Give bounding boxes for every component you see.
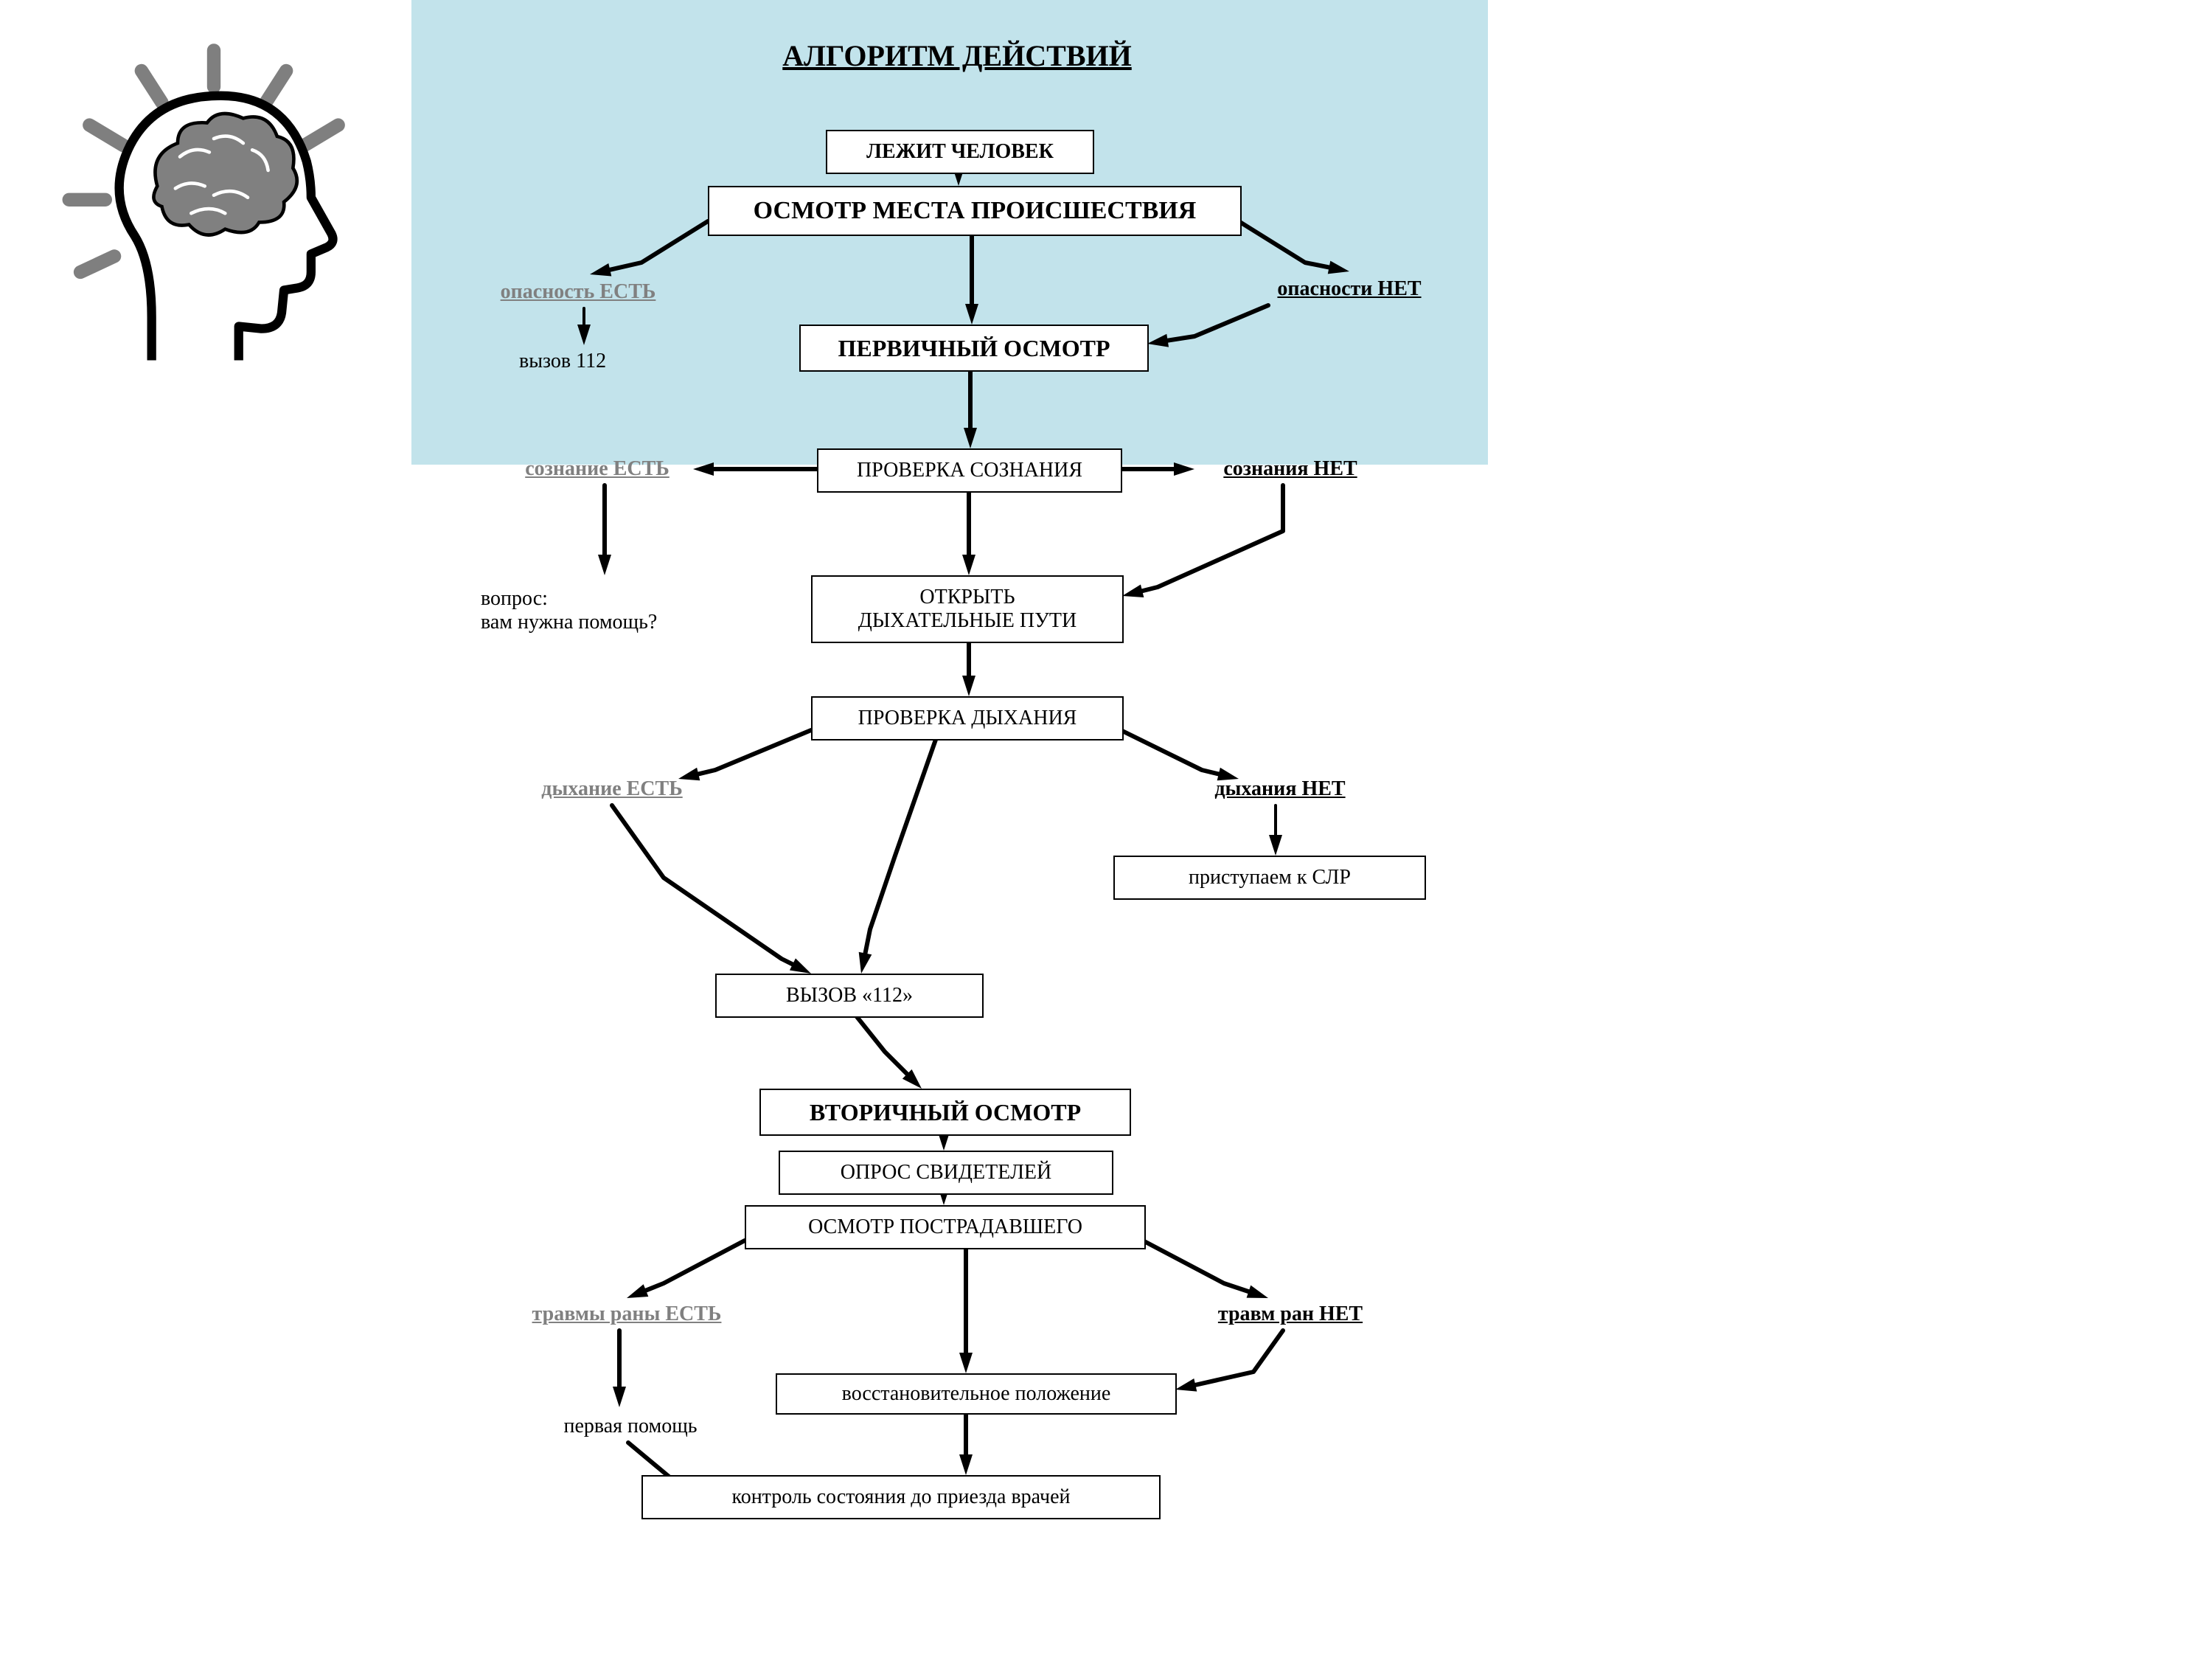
node-breath_no: дыхания НЕТ [1184, 773, 1376, 805]
node-recovery_pos: восстановительное положение [776, 1373, 1177, 1415]
node-wounds_no: травм ран НЕТ [1180, 1298, 1401, 1331]
canvas: АЛГОРИТМ ДЕЙСТВИЙ ЛЕЖИТ ЧЕЛОВЕК ОСМОТР МЕС… [0, 0, 2212, 1658]
node-breath_yes: дыхание ЕСТЬ [516, 773, 708, 805]
brain-head-icon [44, 37, 383, 376]
node-lying: ЛЕЖИТ ЧЕЛОВЕК [826, 130, 1094, 174]
node-check_breath: ПРОВЕРКА ДЫХАНИЯ [811, 696, 1124, 740]
node-check_conscious: ПРОВЕРКА СОЗНАНИЯ [817, 448, 1122, 493]
node-call112_b: ВЫЗОВ «112» [715, 974, 984, 1018]
node-open_airway: ОТКРЫТЬ ДЫХАТЕЛЬНЫЕ ПУТИ [811, 575, 1124, 643]
node-secondary_inspect: ВТОРИЧНЫЙ ОСМОТР [759, 1089, 1131, 1136]
node-call112_a: вызов 112 [519, 347, 674, 376]
node-primary_inspect: ПЕРВИЧНЫЙ ОСМОТР [799, 325, 1149, 372]
node-danger_yes: опасность ЕСТЬ [482, 276, 674, 308]
node-cpr: приступаем к СЛР [1113, 856, 1426, 900]
node-question_help: вопрос: вам нужна помощь? [481, 583, 746, 639]
node-monitor: контроль состояния до приезда врачей [641, 1475, 1161, 1519]
node-wounds_yes: травмы раны ЕСТЬ [501, 1298, 752, 1331]
node-conscious_yes: сознание ЕСТЬ [501, 453, 693, 485]
node-victim_inspect: ОСМОТР ПОСТРАДАВШЕГО [745, 1205, 1146, 1249]
node-title: АЛГОРИТМ ДЕЙСТВИЙ [728, 35, 1186, 77]
node-danger_no: опасности НЕТ [1253, 273, 1445, 305]
node-scene_inspect: ОСМОТР МЕСТА ПРОИСШЕСТВИЯ [708, 186, 1242, 236]
node-witness_survey: ОПРОС СВИДЕТЕЛЕЙ [779, 1151, 1113, 1195]
node-conscious_no: сознания НЕТ [1194, 453, 1386, 485]
node-first_aid: первая помощь [531, 1410, 730, 1443]
